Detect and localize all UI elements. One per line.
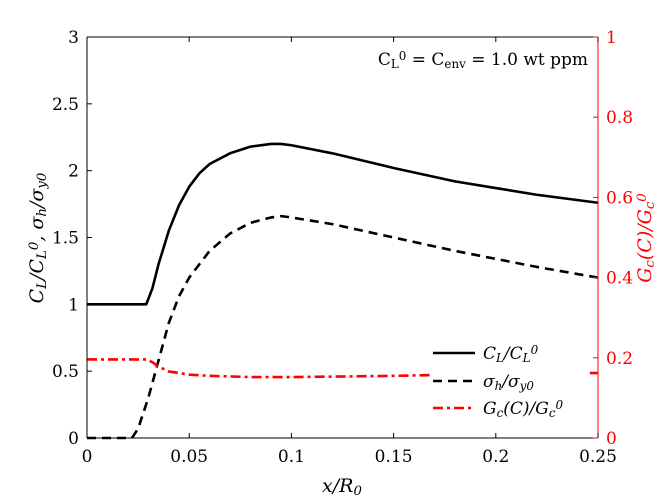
y-left-axis-title: CL/CL0, σh/σy0: [26, 172, 50, 303]
series-cl-line: [87, 142, 599, 306]
series-gc-line: [87, 358, 431, 379]
x-axis-title: x/R0: [322, 475, 362, 499]
x-tick-label: 0.05: [170, 447, 208, 467]
legend-label-gc: Gc(C)/Gc0: [483, 398, 564, 420]
legend-label-sigma: σh/σy0: [483, 372, 534, 393]
y-right-tick-label: 0: [606, 429, 617, 449]
series-sigma-line: [87, 214, 599, 440]
y-right-axis-title: Gc(C)/Gc0: [634, 193, 658, 283]
plot-area: [87, 37, 598, 438]
x-tick-label: 0: [82, 447, 93, 467]
y-left-tick-label: 1.5: [52, 229, 79, 249]
y-left-tick-label: 1: [68, 295, 79, 315]
y-left-tick-label: 0: [68, 429, 79, 449]
y-left-tick-label: 2: [68, 162, 79, 182]
y-right-tick-label: 0.6: [606, 188, 633, 208]
concentration-annotation: CL0 = Cenv = 1.0 wt ppm: [378, 49, 588, 71]
y-left-tick-label: 3: [68, 28, 79, 48]
y-right-tick-label: 0.8: [606, 108, 633, 128]
x-tick-label: 0.2: [482, 447, 509, 467]
series-layer: [87, 142, 599, 440]
x-tick-label: 0.1: [278, 447, 305, 467]
tick-layer: 0 0.05 0.1 0.15 0.2 0.2500.511.522.5300.20.40…: [52, 28, 633, 467]
y-right-tick-label: 0.2: [606, 349, 633, 369]
y-left-tick-label: 2.5: [52, 95, 79, 115]
legend-label-cl: CL/CL0: [483, 343, 539, 365]
x-tick-label: 0.15: [375, 447, 413, 467]
y-right-tick-label: 1: [606, 28, 617, 48]
x-tick-label: 0.25: [579, 447, 617, 467]
legend: CL/CL0 σh/σy0 Gc(C)/Gc0: [433, 343, 564, 420]
y-right-tick-label: 0.4: [606, 269, 633, 289]
y-left-tick-label: 0.5: [52, 362, 79, 382]
